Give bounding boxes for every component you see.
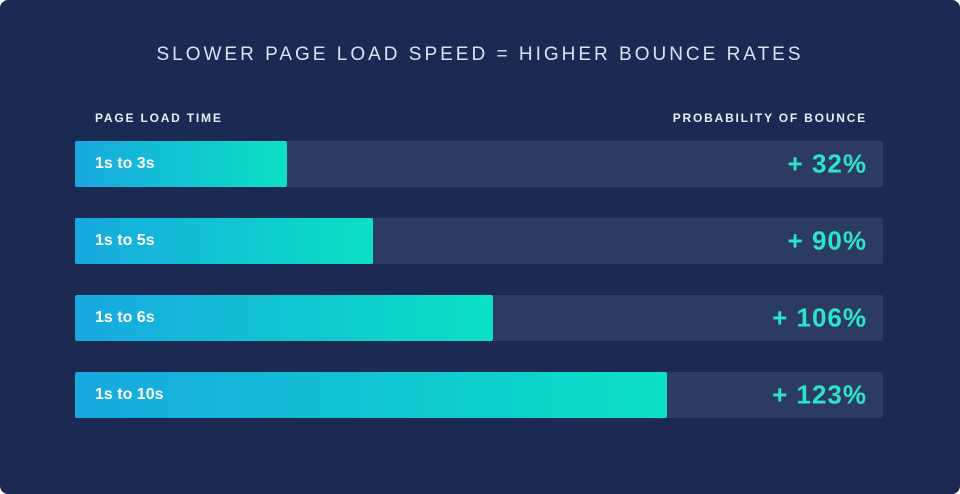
- column-headers: PAGE LOAD TIME PROBABILITY OF BOUNCE: [75, 111, 883, 125]
- bar-label: 1s to 6s: [95, 309, 155, 326]
- bounce-value: + 123%: [772, 379, 867, 410]
- bar-row: 1s to 3s + 32%: [75, 141, 883, 187]
- bar-row: 1s to 6s + 106%: [75, 295, 883, 341]
- load-time-bar: 1s to 3s: [75, 141, 287, 187]
- bar-rows: 1s to 3s + 32% 1s to 5s + 90% 1s to 6s + 106%…: [75, 141, 883, 418]
- load-time-bar: 1s to 10s: [75, 372, 668, 418]
- bounce-value: + 90%: [787, 225, 867, 256]
- bounce-value: + 106%: [772, 302, 867, 333]
- load-time-bar: 1s to 5s: [75, 218, 374, 264]
- bar-label: 1s to 10s: [95, 386, 164, 403]
- bar-row: 1s to 10s + 123%: [75, 372, 883, 418]
- chart-title: SLOWER PAGE LOAD SPEED = HIGHER BOUNCE R…: [156, 44, 804, 65]
- right-column-header: PROBABILITY OF BOUNCE: [672, 111, 867, 125]
- bar-row: 1s to 5s + 90%: [75, 218, 883, 264]
- bar-label: 1s to 3s: [95, 155, 155, 172]
- bar-label: 1s to 5s: [95, 232, 155, 249]
- left-column-header: PAGE LOAD TIME: [95, 111, 223, 125]
- load-time-bar: 1s to 6s: [75, 295, 493, 341]
- bounce-value: + 32%: [787, 148, 867, 179]
